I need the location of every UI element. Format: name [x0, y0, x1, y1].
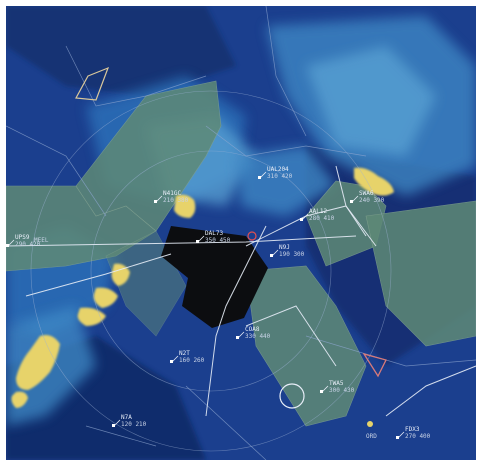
data-block-callsign: COA8 [245, 326, 260, 333]
data-block-callsign: N9J [279, 244, 290, 251]
airway-southeast [385, 365, 476, 417]
data-block-altitude: 290 420 [15, 241, 41, 248]
data-block-altitude: 240 390 [359, 197, 385, 204]
data-block-altitude: 350 450 [205, 237, 231, 244]
aircraft-target[interactable] [300, 218, 303, 221]
data-block-altitude: 280 410 [309, 215, 335, 222]
data-block-callsign: SWA6 [359, 190, 374, 197]
map-lines [6, 6, 476, 460]
airway-south [245, 305, 337, 367]
boundary-line [265, 6, 307, 137]
boundary-line [305, 335, 476, 367]
data-block-callsign: FDX3 [405, 426, 420, 433]
aircraft-target[interactable] [112, 424, 115, 427]
data-block-callsign: N41GC [163, 190, 181, 197]
airway-feeder [335, 165, 367, 237]
sector-south [245, 265, 367, 427]
boundary-line [185, 385, 267, 460]
aircraft-target[interactable] [6, 244, 9, 247]
aircraft-target[interactable] [320, 390, 323, 393]
airway-west [25, 253, 172, 297]
data-block-altitude: 300 430 [329, 387, 355, 394]
boundary-line [65, 45, 207, 107]
fix-label: ORD [366, 433, 377, 440]
data-block-callsign: UAL204 [267, 166, 289, 173]
airway-routes [6, 165, 476, 417]
aircraft-target[interactable] [170, 360, 173, 363]
data-block-altitude: 310 420 [267, 173, 293, 180]
airway-north-south [205, 225, 267, 417]
aircraft-target[interactable] [350, 200, 353, 203]
aircraft-target[interactable] [396, 436, 399, 439]
warning-area-outline [362, 352, 387, 378]
airway-east-west [6, 235, 357, 247]
data-block-altitude: 210 380 [163, 197, 189, 204]
data-block-callsign: N7A [121, 414, 132, 421]
aircraft-target[interactable] [236, 336, 239, 339]
data-block-altitude: 120 210 [121, 421, 147, 428]
holding-circle [279, 383, 305, 409]
data-block-callsign: N2T [179, 350, 190, 357]
aircraft-target[interactable] [154, 200, 157, 203]
sector-central-east [305, 180, 387, 267]
aircraft-target[interactable] [258, 176, 261, 179]
masked-airspace [161, 226, 268, 328]
weather-cell-small [367, 421, 373, 427]
sector-east [365, 200, 476, 347]
data-block-altitude: 270 400 [405, 433, 431, 440]
airway-northeast [245, 205, 377, 247]
data-block-altitude: 160 260 [179, 357, 205, 364]
range-ring-outer [30, 90, 392, 452]
data-block-callsign: DAL73 [205, 230, 223, 237]
boundary-line [85, 425, 157, 447]
data-block-callsign: AAL12 [309, 208, 327, 215]
data-block-callsign: TWA5 [329, 380, 344, 387]
boundary-line [6, 125, 107, 217]
range-ring-mid [90, 150, 332, 392]
boundary-line [205, 125, 367, 157]
data-block-altitude: 330 440 [245, 333, 271, 340]
weather-cells [11, 167, 394, 427]
radar-scope: UAL204 310 420 N41GC 210 380 DAL73 350 450 AAL… [6, 6, 476, 460]
data-block-callsign: UPS9 [15, 234, 30, 241]
airport-symbol [247, 231, 257, 241]
navaid-fixes: MEEL ORD [34, 237, 377, 440]
fix-label: MEEL [34, 237, 49, 244]
data-block-altitude: 190 300 [279, 251, 305, 258]
aircraft-target[interactable] [196, 240, 199, 243]
restricted-area-outline [75, 66, 110, 101]
aircraft-target[interactable] [270, 254, 273, 257]
